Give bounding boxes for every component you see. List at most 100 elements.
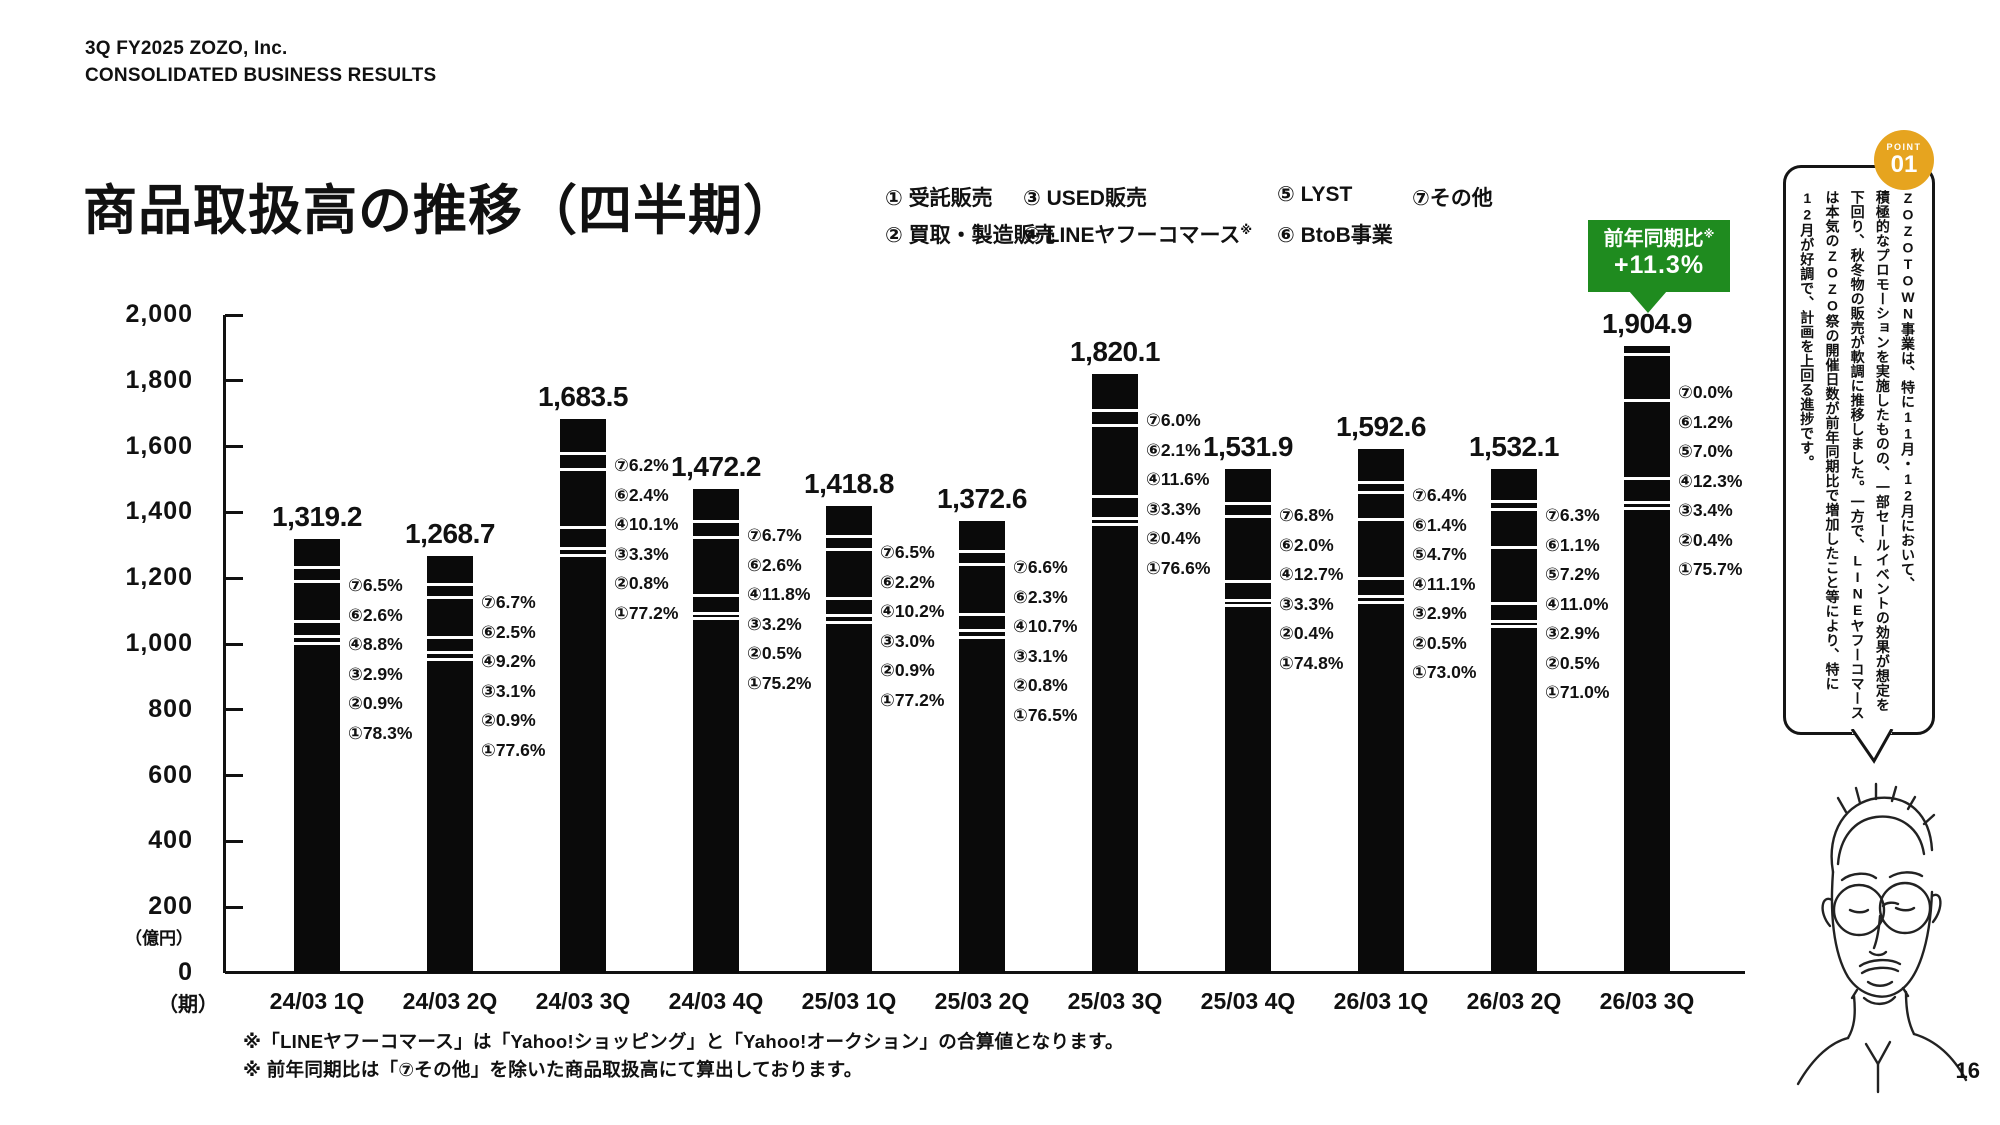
bar-total-label: 1,683.5 <box>538 381 628 412</box>
bar-segment-② <box>959 632 1005 636</box>
bar-segment-⑦ <box>427 556 473 583</box>
bar-segment-② <box>826 616 872 622</box>
yoy-badge: 前年同期比※ +11.3% <box>1588 220 1730 313</box>
bar-segment-⑦ <box>294 539 340 567</box>
bar-total-label: 1,532.1 <box>1469 431 1559 462</box>
segment-percent-label: ④8.8% <box>348 634 403 654</box>
segment-percent-label: ③3.4% <box>1678 500 1733 520</box>
y-tick-label: 200 <box>148 892 193 921</box>
bar-26/03 3Q <box>1624 346 1670 974</box>
bar-segment-⑤ <box>1624 356 1670 400</box>
x-axis-prefix: （期） <box>158 994 218 1016</box>
bar-segment-③ <box>1358 580 1404 596</box>
segment-percent-label: ④10.2% <box>880 601 945 621</box>
bar-segment-⑥ <box>427 585 473 596</box>
segment-percent-label: ⑦6.5% <box>880 542 935 562</box>
footnote-marker: ※ <box>1703 228 1715 241</box>
bar-segment-① <box>1092 525 1138 974</box>
segment-percent-label: ③2.9% <box>348 663 403 684</box>
segment-percent-label: ④11.1% <box>1412 573 1476 594</box>
segment-percent-label: ④12.3% <box>1678 470 1743 491</box>
segment-percent-label: ②0.4% <box>1146 528 1201 548</box>
bar-segment-⑥ <box>959 552 1005 563</box>
bar-percent-labels: ⑦6.5% ⑥2.6% ④8.8% ③2.9% ②0.9% ①78.3% <box>348 571 412 748</box>
segment-percent-label: ③3.3% <box>1146 498 1201 519</box>
yoy-badge-label: 前年同期比※ <box>1588 227 1730 251</box>
segment-percent-label: ①76.6% <box>1146 557 1211 578</box>
bar-segment-⑥ <box>1092 412 1138 425</box>
bar-percent-labels: ⑦6.6% ⑥2.3% ④10.7% ③3.1% ②0.8% ①76.5% <box>1013 553 1077 730</box>
legend-item-5: ⑤ LYST <box>1277 183 1353 206</box>
bar-total-label: 1,904.9 <box>1602 308 1692 339</box>
bar-26/03 1Q <box>1358 449 1404 973</box>
bar-segment-① <box>1624 509 1670 974</box>
segment-percent-label: ④10.1% <box>614 514 679 534</box>
x-tick-label: 26/03 3Q <box>1599 988 1695 1014</box>
speech-bubble-tail <box>1850 729 1894 764</box>
page-title: 商品取扱高の推移（四半期） <box>83 181 798 241</box>
person-illustration <box>1796 782 1968 1094</box>
footnote-marker: ※ <box>1240 223 1253 237</box>
bar-segment-② <box>1624 504 1670 507</box>
bar-segment-④ <box>1624 402 1670 478</box>
bar-segment-① <box>560 556 606 973</box>
segment-percent-label: ②0.5% <box>1412 632 1467 653</box>
bar-segment-① <box>294 644 340 973</box>
x-tick-label: 25/03 4Q <box>1200 988 1296 1014</box>
bar-segment-⑦ <box>1225 469 1271 503</box>
bar-25/03 3Q <box>1092 374 1138 974</box>
segment-percent-label: ⑥2.0% <box>1279 534 1334 555</box>
segment-percent-label: ⑥2.1% <box>1146 439 1201 460</box>
segment-percent-label: ⑤4.7% <box>1412 544 1467 564</box>
y-tick <box>225 774 243 778</box>
yoy-badge-label-text: 前年同期比 <box>1603 228 1704 250</box>
bar-percent-labels: ⑦6.2% ⑥2.4% ④10.1% ③3.3% ②0.8% ①77.2% <box>614 451 678 628</box>
segment-percent-label: ⑥2.5% <box>481 621 536 642</box>
page-number: 16 <box>1955 1058 1980 1083</box>
bar-segment-④ <box>1092 427 1138 496</box>
bar-segment-② <box>427 654 473 659</box>
x-tick-label: 24/03 2Q <box>402 988 498 1014</box>
bar-segment-② <box>1092 520 1138 523</box>
y-tick <box>225 445 243 449</box>
y-tick <box>225 576 243 580</box>
bar-segment-② <box>294 638 340 642</box>
bar-percent-labels: ⑦6.0% ⑥2.1% ④11.6% ③3.3% ②0.4% ①76.6% <box>1146 406 1210 583</box>
segment-percent-label: ②0.9% <box>481 710 536 730</box>
segment-percent-label: ⑥2.4% <box>614 484 669 505</box>
segment-percent-label: ③3.1% <box>1013 645 1068 666</box>
y-tick-label: 1,600 <box>125 431 193 460</box>
bar-segment-③ <box>1624 480 1670 502</box>
x-tick-label: 25/03 2Q <box>934 988 1030 1014</box>
bar-total-label: 1,268.7 <box>405 518 495 549</box>
point-badge-number: 01 <box>1890 150 1918 178</box>
bar-segment-④ <box>294 583 340 620</box>
bar-segment-⑥ <box>826 538 872 549</box>
bar-segment-⑤ <box>1358 494 1404 519</box>
bar-percent-labels: ⑦6.7% ⑥2.5% ④9.2% ③3.1% ②0.9% ①77.6% <box>481 588 545 765</box>
bar-segment-⑦ <box>826 506 872 536</box>
bar-segment-① <box>1225 607 1271 973</box>
header-line1: 3Q FY2025 ZOZO, Inc. <box>85 38 288 59</box>
bar-24/03 4Q <box>693 489 739 973</box>
bar-24/03 3Q <box>560 419 606 973</box>
bar-segment-⑥ <box>560 455 606 469</box>
y-tick <box>225 708 243 712</box>
legend-item-3: ③ USED販売 <box>1023 187 1147 210</box>
segment-percent-label: ②0.8% <box>1013 675 1068 695</box>
segment-percent-label: ⑤7.2% <box>1545 564 1600 584</box>
segment-percent-label: ⑤7.0% <box>1678 441 1733 461</box>
bar-total-label: 1,531.9 <box>1203 431 1293 462</box>
y-tick-label: 0 <box>178 958 193 986</box>
bar-segment-③ <box>826 600 872 614</box>
bar-segment-② <box>693 614 739 618</box>
bar-segment-③ <box>294 623 340 636</box>
segment-percent-label: ⑦0.0% <box>1678 382 1733 402</box>
segment-percent-label: ①75.7% <box>1678 559 1743 579</box>
bar-segment-⑦ <box>1491 469 1537 500</box>
y-tick-label: 1,200 <box>125 563 193 592</box>
bar-segment-① <box>427 661 473 974</box>
bar-segment-① <box>1491 627 1537 973</box>
segment-percent-label: ①76.5% <box>1013 704 1078 725</box>
